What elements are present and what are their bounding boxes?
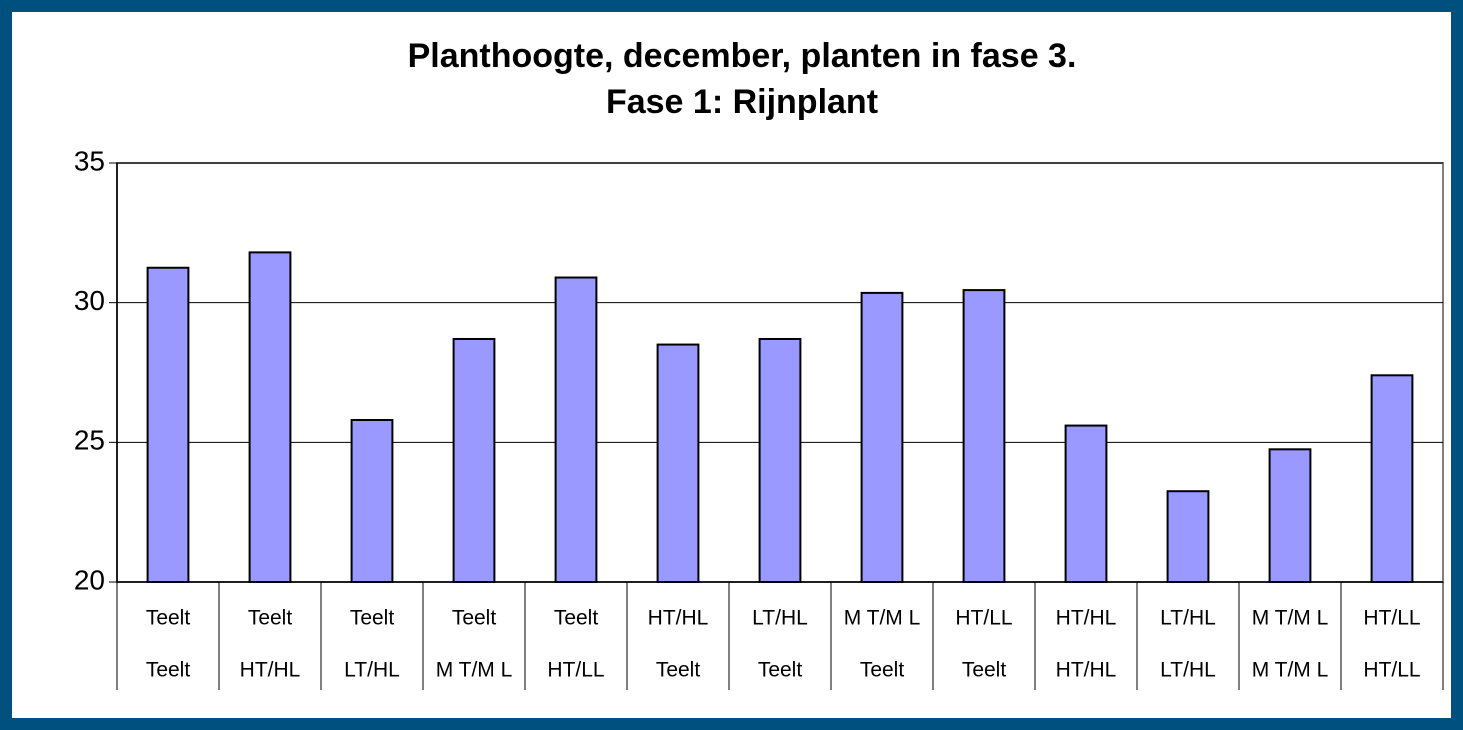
x-tick-label: HT/HL <box>1056 607 1117 630</box>
x-tick-label: M T/M L <box>436 659 513 682</box>
x-tick-label: Teelt <box>656 659 701 682</box>
bar <box>350 418 394 583</box>
x-tick-label: Teelt <box>452 607 497 630</box>
bar <box>1166 490 1210 584</box>
x-tick-label: LT/HL <box>752 607 808 630</box>
bar <box>656 343 700 584</box>
x-tick-label: Teelt <box>758 659 803 682</box>
bar <box>554 276 598 583</box>
x-tick-label: HT/LL <box>1363 659 1420 682</box>
bar <box>452 337 496 584</box>
x-tick-label: Teelt <box>962 659 1007 682</box>
x-tick-label: HT/LL <box>547 659 604 682</box>
bar <box>1268 448 1312 584</box>
chart-title: Planthoogte, december, planten in fase 3… <box>408 37 1077 75</box>
x-tick-label: Teelt <box>350 607 395 630</box>
x-tick-label: LT/HL <box>344 659 400 682</box>
y-tick-label: 30 <box>74 285 105 316</box>
x-tick-label: HT/HL <box>1056 659 1117 682</box>
y-tick-label: 20 <box>74 564 105 595</box>
x-tick-label: LT/HL <box>1160 607 1216 630</box>
x-tick-label: HT/HL <box>240 659 301 682</box>
bar <box>860 291 904 583</box>
bar <box>248 251 292 584</box>
x-tick-label: HT/HL <box>648 607 709 630</box>
bar <box>758 337 802 584</box>
bar <box>1370 374 1414 583</box>
x-tick-label: Teelt <box>248 607 293 630</box>
x-tick-label: M T/M L <box>1252 607 1329 630</box>
x-tick-label: Teelt <box>554 607 599 630</box>
x-tick-label: M T/M L <box>844 607 921 630</box>
bar <box>962 289 1006 583</box>
x-tick-label: M T/M L <box>1252 659 1329 682</box>
x-tick-label: HT/LL <box>955 607 1012 630</box>
y-tick-label: 25 <box>74 425 105 456</box>
x-tick-label: LT/HL <box>1160 659 1216 682</box>
chart-subtitle: Fase 1: Rijnplant <box>606 83 878 121</box>
x-tick-label: HT/LL <box>1363 607 1420 630</box>
x-tick-label: Teelt <box>860 659 905 682</box>
y-tick-label: 35 <box>74 145 105 176</box>
bar <box>146 266 190 583</box>
x-tick-label: Teelt <box>146 659 191 682</box>
x-tick-label: Teelt <box>146 607 191 630</box>
bar <box>1064 424 1108 583</box>
